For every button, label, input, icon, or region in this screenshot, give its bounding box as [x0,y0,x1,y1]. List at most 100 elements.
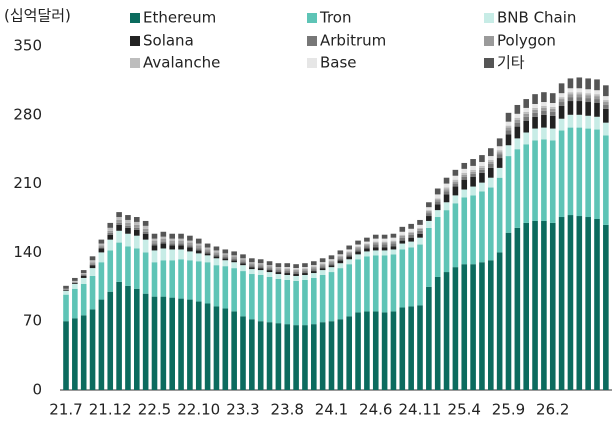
bar-segment [346,256,352,260]
bar-segment [381,234,388,239]
bar-segment [549,140,556,223]
bar-segment [231,311,237,390]
bar-segment [311,261,317,266]
bar-segment [576,77,583,89]
bar-segment [514,227,521,390]
bar-segment [381,250,388,256]
bar-segment [408,247,414,307]
bar-segment [63,289,69,291]
bar-segment [169,249,175,261]
bar-segment [302,275,308,280]
bar-segment [496,167,503,178]
bar-segment [505,232,512,390]
bar-segment [311,266,317,268]
bar-segment [222,258,229,261]
bar-segment [594,96,600,100]
bar-segment [372,255,379,312]
bar-segment [257,268,264,271]
bar-segment [558,93,565,98]
bar-segment [337,255,344,257]
bar-segment [178,245,184,250]
bar-segment [567,215,574,390]
bar-segment [80,283,87,316]
bar-segment [549,222,556,390]
bar-segment [284,263,291,268]
bar-segment [576,92,583,95]
legend-label: Base [320,54,357,72]
bar-segment [275,278,282,324]
bar-segment [249,258,255,263]
bar-segment [479,167,485,170]
bar-segment [399,249,406,308]
bar-segment [452,183,459,187]
bar-segment [417,230,423,234]
bar-segment [355,249,361,252]
bar-segment [523,99,529,108]
bar-segment [72,280,78,282]
bar-segment [532,220,538,390]
bar-segment [257,275,264,322]
bar-segment [461,176,468,180]
bar-segment [311,267,317,270]
legend-swatch [484,13,494,23]
bar-segment [107,222,114,228]
bar-segment [505,125,512,128]
bar-segment [603,100,609,103]
bar-segment [151,296,158,390]
y-tick-label: 210 [13,174,42,192]
bar-segment [523,132,529,145]
bar-segment [328,260,335,262]
bar-segment [505,156,512,233]
bar-segment [337,319,344,390]
bar-segment [319,266,326,269]
bar-segment [594,116,600,130]
bar-segment [98,299,105,390]
bar-segment [372,244,379,248]
bar-segment [585,217,591,390]
bar-segment [426,210,432,212]
bar-segment [443,202,450,211]
bar-segment [319,262,326,264]
bar-segment [302,279,308,326]
bar-segment [293,275,299,281]
bar-segment [558,217,565,390]
bar-segment [346,251,352,253]
bar-segment [372,311,379,390]
bar-segment [514,126,521,139]
bar-segment [355,244,361,247]
bar-segment [603,96,609,101]
legend-swatch [484,36,494,46]
bar-segment [514,149,521,228]
bar-segment [72,277,78,281]
bar-segment [479,262,485,390]
bar-segment [567,88,574,93]
bar-segment [567,97,574,102]
bar-segment [558,130,565,218]
bar-segment [72,288,78,319]
bar-segment [98,245,105,248]
bar-segment [496,154,503,159]
bar-segment [89,265,96,269]
legend-label: Tron [319,9,351,27]
bar-segment [585,98,591,103]
bar-segment [266,272,273,277]
bar-segment [222,260,229,267]
bar-segment [585,128,591,218]
bar-segment [293,274,299,276]
bar-segment [372,250,379,256]
bar-segment [257,264,264,267]
bar-segment [204,255,211,263]
bar-segment [160,248,167,261]
bar-segment [151,245,158,251]
bar-segment [284,268,291,270]
bar-segment [169,233,175,239]
bar-segment [240,261,246,264]
x-tick-label: 26.2 [536,401,569,419]
bar-segment [364,241,370,244]
bar-segment [80,270,87,274]
bar-segment [178,243,184,246]
bar-segment [284,273,291,276]
bar-segment [337,258,344,261]
bar-segment [381,255,388,313]
y-tick-label: 140 [13,243,42,261]
